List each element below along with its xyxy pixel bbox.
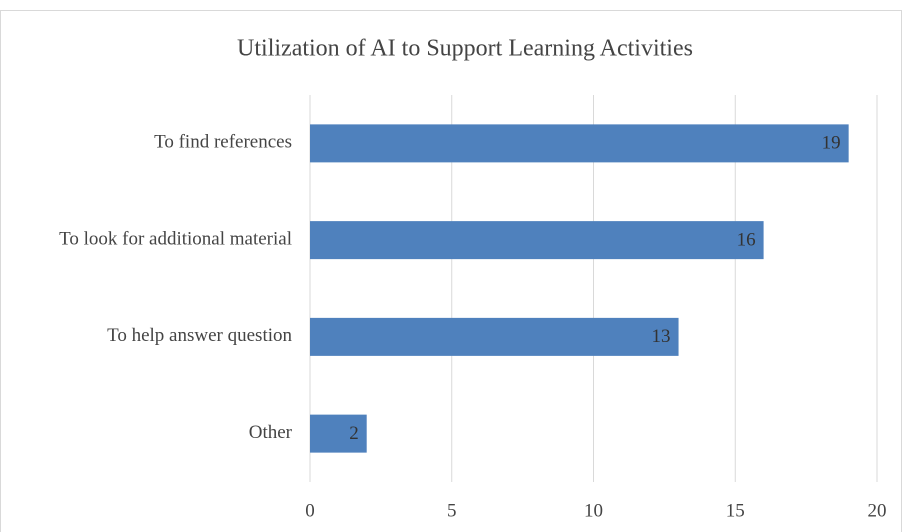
chart-title: Utilization of AI to Support Learning Ac… [237, 36, 693, 62]
data-label: 2 [349, 423, 359, 444]
bar [310, 221, 764, 260]
x-tick-label: 5 [447, 500, 457, 521]
bar [310, 317, 679, 356]
y-tick-label: To find references [154, 132, 292, 153]
chart-border [0, 10, 902, 532]
x-tick-label: 10 [584, 500, 603, 521]
x-tick-label: 15 [726, 500, 745, 521]
bar [310, 124, 849, 163]
y-tick-label: Other [249, 422, 293, 443]
data-label: 19 [822, 133, 841, 154]
data-label: 13 [652, 326, 671, 347]
bar [310, 414, 367, 453]
x-tick-label: 0 [305, 500, 315, 521]
y-tick-label: To look for additional material [59, 228, 292, 249]
y-tick-label: To help answer question [107, 325, 292, 346]
x-tick-label: 20 [868, 500, 887, 521]
data-label: 16 [737, 229, 756, 250]
